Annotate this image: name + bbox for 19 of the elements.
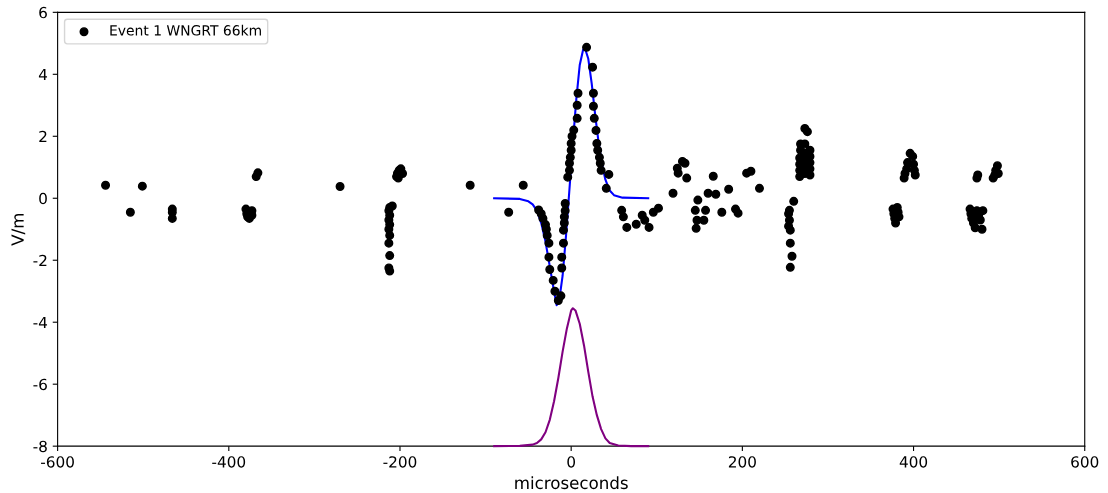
y-tick-label: -4 xyxy=(33,316,48,329)
y-tick-label: 2 xyxy=(39,130,47,143)
x-tick-label: -400 xyxy=(212,456,246,468)
y-tick-label: -6 xyxy=(33,378,47,391)
x-tick-label: 0 xyxy=(567,456,576,468)
x-tick-label: -200 xyxy=(383,456,417,468)
legend-label: Event 1 WNGRT 66km xyxy=(110,24,261,36)
y-axis-title: V/m xyxy=(11,214,26,246)
y-tick-label: -8 xyxy=(33,440,47,453)
y-tick-label: -2 xyxy=(33,254,47,267)
y-tick-label: 4 xyxy=(38,68,48,81)
y-tick-label: 0 xyxy=(39,192,47,205)
line-series xyxy=(493,307,650,448)
x-tick-label: 600 xyxy=(1071,456,1099,468)
y-tick-label: 6 xyxy=(39,6,47,19)
x-axis-title: microseconds xyxy=(515,476,628,490)
x-tick-label: -600 xyxy=(41,456,74,468)
x-tick-label: 200 xyxy=(728,456,756,468)
x-tick-label: 400 xyxy=(899,456,928,468)
